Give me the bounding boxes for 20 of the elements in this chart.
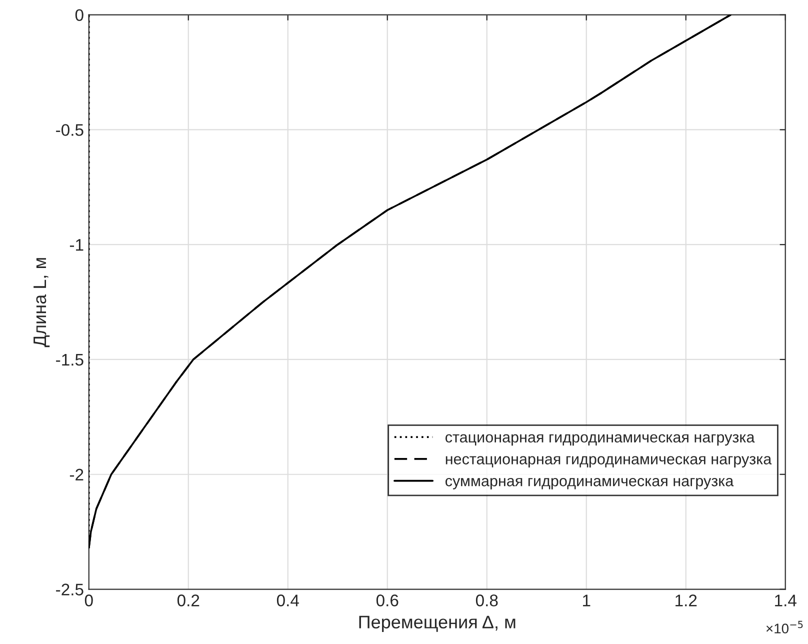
y-axis-title: Длина L, м [34,258,50,348]
x-tick-label: 0.8 [476,594,498,606]
x-axis-title: Перемещения Δ, м [359,616,516,632]
y-tick-label: 0 [75,9,84,22]
y-tick-label: -1 [70,239,84,251]
y-tick-label: -2 [70,468,84,480]
x-tick-label: 1.4 [775,594,796,606]
x-tick-label: 0.2 [177,594,200,606]
x-tick-label: 0 [84,594,93,606]
legend-label: стационарная гидродинамическая нагрузка [446,434,755,446]
x-tick-label: 1 [583,594,590,606]
x-tick-label: 0.6 [376,594,398,606]
x-tick-label: 1.2 [676,594,697,606]
text: ×10$^{−5}$ [766,620,803,634]
y-tick-label: -0.5 [56,124,84,136]
x-tick-label: 0.4 [276,594,299,606]
legend-label: суммарная гидродинамическая нагрузка [446,478,734,490]
y-tick-label: -2.5 [56,584,84,596]
y-tick-label: -1.5 [56,354,84,366]
legend-label: нестационарная гидродинамическая нагрузка [446,456,772,468]
